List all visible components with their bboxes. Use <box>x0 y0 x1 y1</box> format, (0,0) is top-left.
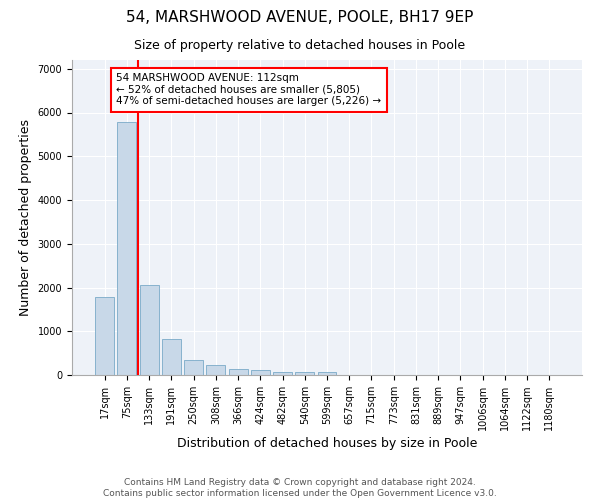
Bar <box>95 297 114 375</box>
Bar <box>206 365 225 375</box>
Bar <box>273 372 292 375</box>
Text: 54 MARSHWOOD AVENUE: 112sqm
← 52% of detached houses are smaller (5,805)
47% of : 54 MARSHWOOD AVENUE: 112sqm ← 52% of det… <box>116 73 382 106</box>
Bar <box>295 372 314 375</box>
Text: Size of property relative to detached houses in Poole: Size of property relative to detached ho… <box>134 39 466 52</box>
Bar <box>162 339 181 375</box>
Text: 54, MARSHWOOD AVENUE, POOLE, BH17 9EP: 54, MARSHWOOD AVENUE, POOLE, BH17 9EP <box>127 10 473 25</box>
Y-axis label: Number of detached properties: Number of detached properties <box>19 119 32 316</box>
Bar <box>118 122 136 375</box>
Bar <box>251 370 270 375</box>
Bar <box>184 360 203 375</box>
X-axis label: Distribution of detached houses by size in Poole: Distribution of detached houses by size … <box>177 437 477 450</box>
Bar <box>140 285 158 375</box>
Bar <box>229 369 248 375</box>
Text: Contains HM Land Registry data © Crown copyright and database right 2024.
Contai: Contains HM Land Registry data © Crown c… <box>103 478 497 498</box>
Bar <box>317 372 337 375</box>
